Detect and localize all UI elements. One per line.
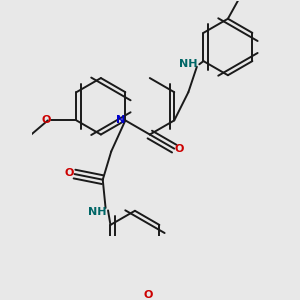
Text: NH: NH [179,58,197,69]
Text: O: O [41,116,51,125]
Text: O: O [175,144,184,154]
Text: O: O [64,168,74,178]
Text: NH: NH [88,207,107,217]
Text: O: O [144,290,153,300]
Text: N: N [116,116,125,125]
